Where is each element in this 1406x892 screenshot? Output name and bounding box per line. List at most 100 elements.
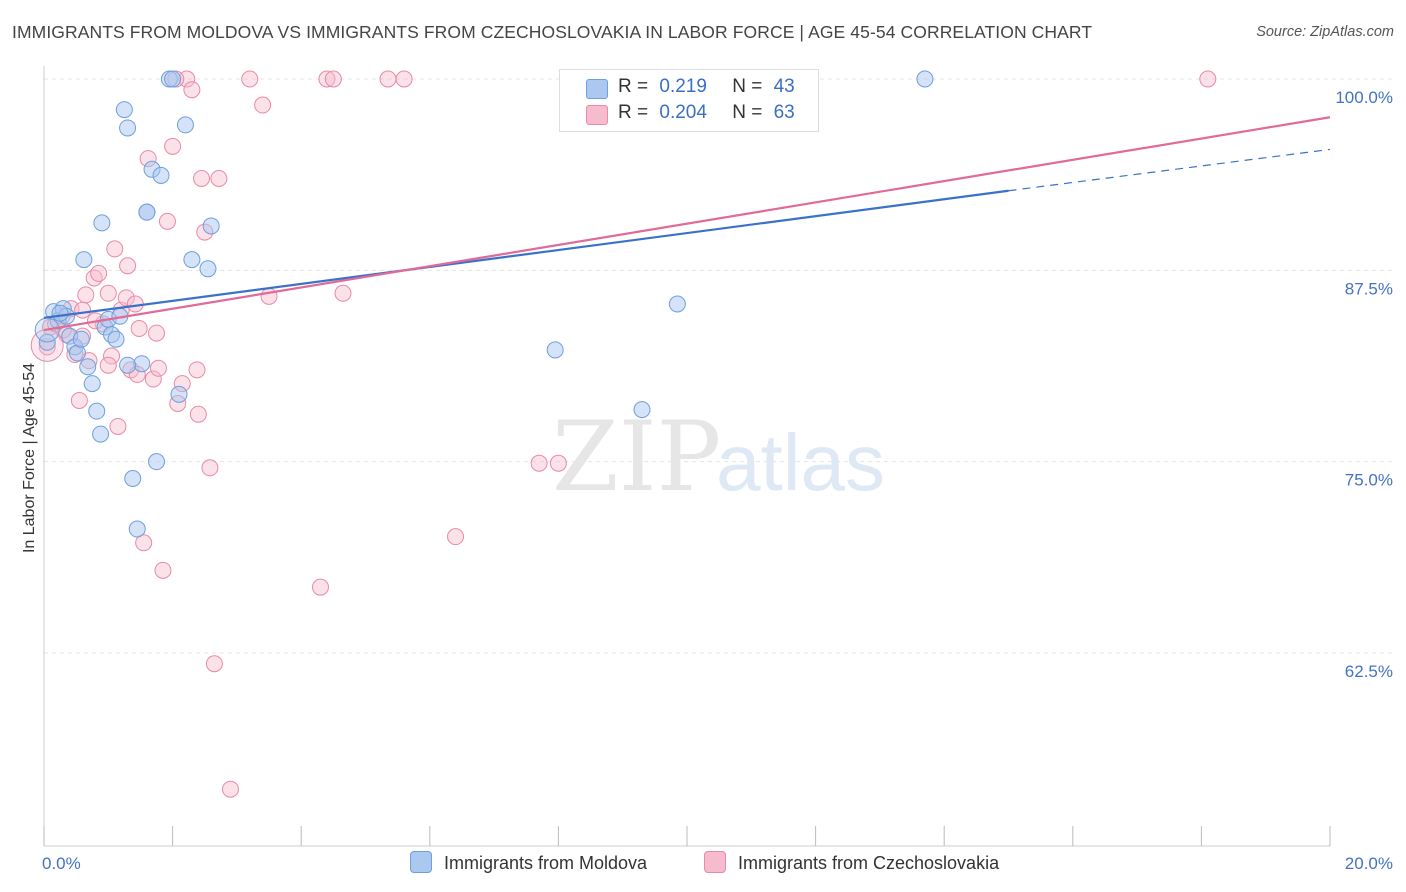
czechoslovakia-point	[149, 359, 167, 377]
legend-r-value: 0.204	[659, 102, 707, 123]
stats-legend: R = 0.219 N = 43 R = 0.204 N = 63	[559, 69, 819, 132]
czechoslovakia-point	[106, 240, 124, 258]
moldova-point	[128, 520, 146, 538]
moldova-point	[546, 341, 564, 359]
moldova-point	[51, 304, 69, 322]
legend-r-label: R =	[618, 102, 649, 123]
czechoslovakia-point	[318, 70, 336, 88]
moldova-point	[138, 203, 156, 221]
czechoslovakia-point	[311, 578, 329, 596]
y-tick-label: 100.0%	[1335, 88, 1393, 107]
x-tick-label: 20.0%	[1345, 854, 1393, 873]
trend-lines	[43, 116, 1331, 332]
czechoslovakia-point	[130, 319, 148, 337]
moldova-point	[668, 295, 686, 313]
moldova-point	[119, 119, 137, 137]
czechoslovakia-point	[379, 70, 397, 88]
y-tick-label: 75.0%	[1345, 471, 1393, 490]
moldova-point	[115, 101, 133, 119]
y-tick-label: 62.5%	[1345, 662, 1393, 681]
moldova-point	[633, 401, 651, 419]
moldova-point	[916, 70, 934, 88]
czechoslovakia-point	[119, 257, 137, 275]
czechoslovakia-point	[201, 459, 219, 477]
czechoslovakia-point	[549, 454, 567, 472]
moldova-point	[79, 358, 97, 376]
moldova-point	[93, 214, 111, 232]
x-tick-label: 0.0%	[42, 854, 81, 873]
moldova-point	[107, 330, 125, 348]
czechoslovakia-point	[99, 356, 117, 374]
legend-n-label: N =	[732, 76, 763, 97]
czechoslovakia-point	[164, 137, 182, 155]
czechoslovakia-point	[144, 370, 162, 388]
moldova-points	[34, 70, 934, 538]
czechoslovakia-point	[210, 169, 228, 187]
moldova-point	[124, 470, 142, 488]
czechoslovakia-point	[90, 264, 108, 282]
czechoslovakia-point	[70, 391, 88, 409]
czechoslovakia-point	[77, 286, 95, 304]
moldova-point	[83, 375, 101, 393]
czechoslovakia-point	[109, 417, 127, 435]
czechoslovakia-point	[183, 81, 201, 99]
czechoslovakia-point	[85, 269, 103, 287]
watermark-atlas: atlas	[716, 418, 885, 507]
watermark-zip: ZIP	[552, 401, 721, 513]
czechoslovakia-point	[99, 284, 117, 302]
moldova-point	[152, 166, 170, 184]
watermark: ZIP atlas	[552, 401, 885, 513]
moldova-point	[170, 385, 188, 403]
bottom-legend-swatch-czechoslovakia	[704, 851, 726, 873]
legend-n-value: 63	[773, 102, 795, 123]
legend-swatch-czechoslovakia	[586, 105, 608, 125]
czechoslovakia-point	[221, 780, 239, 798]
legend-swatch-moldova	[586, 79, 608, 99]
bottom-legend-swatch-moldova	[410, 851, 432, 873]
czechoslovakia-point	[334, 284, 352, 302]
czechoslovakia-point	[154, 561, 172, 579]
bottom-legend-moldova: Immigrants from Moldova	[410, 851, 647, 874]
legend-n-value: 43	[773, 76, 795, 97]
moldova-point	[183, 251, 201, 269]
czechoslovakia-point	[447, 528, 465, 546]
moldova-point	[199, 260, 217, 278]
moldova-point	[119, 356, 137, 374]
czechoslovakia-point	[324, 70, 342, 88]
czechoslovakia-point	[158, 212, 176, 230]
czechoslovakia-point	[530, 454, 548, 472]
czechoslovakia-point	[395, 70, 413, 88]
czechoslovakia-trend-line	[43, 116, 1331, 332]
moldova-trend-extension	[1008, 148, 1331, 192]
czechoslovakia-point	[148, 324, 166, 342]
czechoslovakia-point	[135, 534, 153, 552]
tick-labels: 62.5% 75.0% 87.5% 100.0% 0.0% 20.0%	[42, 88, 1393, 873]
grid-lines	[44, 78, 1392, 654]
czechoslovakia-point	[1199, 70, 1217, 88]
legend-r-value: 0.219	[659, 76, 707, 97]
moldova-point	[164, 70, 182, 88]
czechoslovakia-point	[189, 405, 207, 423]
czechoslovakia-point	[193, 169, 211, 187]
moldova-point	[176, 116, 194, 134]
czechoslovakia-point	[254, 96, 272, 114]
source-label: Source: ZipAtlas.com	[1256, 24, 1394, 40]
czechoslovakia-point	[205, 655, 223, 673]
moldova-point	[92, 425, 110, 443]
moldova-point	[75, 251, 93, 269]
legend-n-label: N =	[732, 102, 763, 123]
bottom-legend-label-moldova: Immigrants from Moldova	[444, 853, 648, 873]
czechoslovakia-point	[103, 347, 121, 365]
bottom-legend-czechoslovakia: Immigrants from Czechoslovakia	[704, 851, 999, 874]
moldova-point	[133, 355, 151, 373]
moldova-point	[148, 453, 166, 471]
moldova-trend-line	[43, 189, 1009, 319]
czechoslovakia-point	[241, 70, 259, 88]
czechoslovakia-point	[188, 361, 206, 379]
moldova-point	[88, 402, 106, 420]
y-axis-label: In Labor Force | Age 45-54	[21, 363, 38, 553]
moldova-point	[72, 330, 90, 348]
legend-r-label: R =	[618, 76, 649, 97]
czechoslovakia-point	[74, 301, 92, 319]
y-tick-label: 87.5%	[1345, 279, 1393, 298]
